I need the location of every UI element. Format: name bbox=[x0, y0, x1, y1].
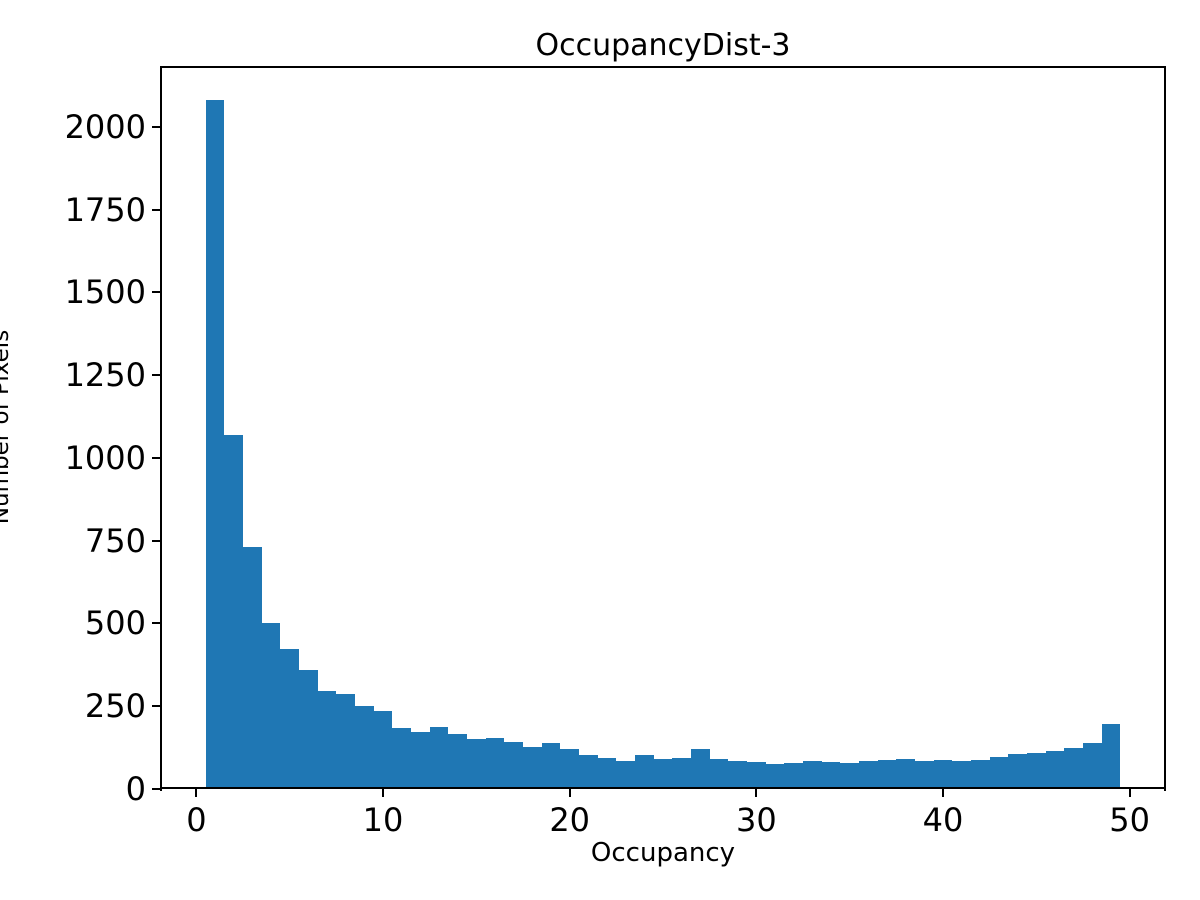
y-tick-label: 0 bbox=[125, 770, 146, 808]
plot-area: 0 10 20 30 40 50 0 250 500 750 1000 1250 1500 1750 200… bbox=[65, 66, 1166, 839]
x-tick bbox=[755, 789, 758, 797]
x-tick-label: 40 bbox=[922, 801, 964, 839]
x-tick-label: 0 bbox=[186, 801, 207, 839]
y-tick-label: 2000 bbox=[64, 107, 146, 146]
histogram-bar bbox=[1064, 748, 1083, 789]
histogram-bar bbox=[896, 758, 915, 789]
histogram-bar bbox=[746, 761, 766, 789]
y-tick-label: 750 bbox=[84, 521, 146, 560]
y-tick bbox=[152, 456, 160, 459]
histogram-bar bbox=[392, 728, 412, 789]
histogram-bar bbox=[914, 761, 934, 789]
histogram-bar bbox=[467, 739, 486, 789]
x-tick bbox=[195, 789, 198, 797]
right-spine bbox=[1164, 66, 1166, 791]
histogram-bar bbox=[280, 648, 300, 789]
histogram-bar bbox=[616, 760, 635, 789]
x-tick-label: 30 bbox=[735, 801, 777, 839]
histogram-bar bbox=[336, 693, 356, 789]
histogram-bar bbox=[802, 760, 822, 789]
histogram-bar bbox=[821, 761, 841, 789]
bottom-spine bbox=[160, 787, 1166, 789]
histogram-bar bbox=[1026, 753, 1046, 789]
histogram-bar bbox=[579, 754, 598, 789]
y-tick bbox=[152, 125, 160, 128]
chart-title: OccupancyDist-3 bbox=[535, 28, 791, 63]
histogram-bar bbox=[523, 746, 542, 789]
histogram-bar bbox=[989, 756, 1009, 789]
y-tick-label: 1750 bbox=[64, 190, 146, 229]
x-tick bbox=[382, 789, 385, 797]
y-tick bbox=[152, 539, 160, 542]
x-tick bbox=[941, 789, 944, 797]
y-tick-label: 1500 bbox=[64, 273, 146, 312]
histogram-bar bbox=[952, 761, 971, 789]
histogram-bar bbox=[224, 434, 244, 789]
histogram-bar bbox=[317, 690, 337, 789]
histogram-bar bbox=[784, 763, 803, 789]
x-tick-label: 10 bbox=[362, 801, 404, 839]
x-tick-label: 50 bbox=[1109, 801, 1150, 839]
y-tick bbox=[152, 622, 160, 625]
histogram-bar bbox=[970, 759, 990, 789]
left-spine bbox=[160, 66, 162, 791]
y-tick bbox=[152, 374, 160, 377]
top-spine bbox=[160, 66, 1166, 68]
y-tick-label: 500 bbox=[84, 604, 146, 643]
histogram-bar bbox=[728, 760, 747, 789]
histogram-bar bbox=[877, 760, 897, 789]
histogram-bar bbox=[1045, 750, 1065, 789]
y-tick bbox=[152, 291, 160, 294]
histogram-bar bbox=[933, 759, 953, 789]
histogram-bar bbox=[299, 669, 318, 789]
x-tick bbox=[1128, 789, 1131, 797]
x-tick bbox=[568, 789, 571, 797]
histogram-bar bbox=[448, 734, 468, 789]
histogram-bar bbox=[355, 705, 374, 789]
y-tick bbox=[152, 788, 160, 790]
y-tick bbox=[152, 705, 160, 708]
histogram-bar bbox=[1008, 754, 1027, 789]
histogram-bar bbox=[1082, 742, 1102, 789]
histogram-bar bbox=[672, 757, 691, 789]
histogram-bar bbox=[243, 547, 262, 789]
x-tick-label: 20 bbox=[549, 801, 591, 839]
y-tick-label: 250 bbox=[84, 687, 146, 726]
histogram-bar bbox=[709, 758, 729, 789]
x-axis-label: Occupancy bbox=[590, 838, 736, 868]
histogram-bar bbox=[653, 758, 673, 789]
histogram-bar bbox=[485, 737, 505, 789]
y-tick bbox=[152, 208, 160, 211]
y-axis-label: Number of Pixels bbox=[0, 329, 14, 525]
histogram-bar bbox=[429, 727, 449, 789]
histogram-bar bbox=[840, 763, 859, 789]
y-tick-label: 1250 bbox=[64, 356, 146, 395]
histogram-bar bbox=[765, 763, 785, 789]
histogram-bar bbox=[205, 100, 225, 789]
histogram-bar bbox=[411, 732, 430, 789]
histogram-bar bbox=[541, 742, 561, 789]
histogram-bar bbox=[597, 757, 617, 789]
y-tick-label: 1000 bbox=[64, 438, 146, 477]
histogram-bar bbox=[373, 710, 393, 789]
histogram-bar bbox=[1101, 724, 1121, 789]
histogram-bar bbox=[504, 742, 523, 789]
histogram-bar bbox=[560, 749, 579, 789]
histogram-bar bbox=[690, 749, 710, 789]
histogram-bar bbox=[858, 761, 878, 789]
histogram-bar bbox=[635, 754, 654, 789]
histogram-bar bbox=[261, 623, 281, 789]
